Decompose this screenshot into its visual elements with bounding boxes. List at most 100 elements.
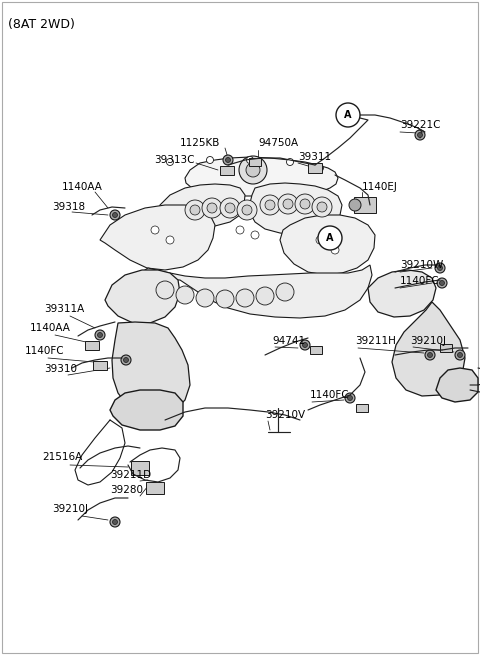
Circle shape bbox=[97, 333, 103, 337]
Text: 1140AA: 1140AA bbox=[62, 182, 103, 192]
Circle shape bbox=[300, 340, 310, 350]
Circle shape bbox=[251, 231, 259, 239]
Text: 21516A: 21516A bbox=[42, 452, 82, 462]
Bar bbox=[440, 344, 452, 352]
Circle shape bbox=[151, 226, 159, 234]
Circle shape bbox=[287, 159, 293, 166]
Circle shape bbox=[435, 263, 445, 273]
Text: 94741: 94741 bbox=[272, 336, 305, 346]
Polygon shape bbox=[112, 322, 190, 413]
Text: A: A bbox=[344, 110, 352, 120]
Circle shape bbox=[440, 280, 444, 286]
Circle shape bbox=[123, 358, 129, 362]
Circle shape bbox=[95, 330, 105, 340]
Circle shape bbox=[239, 156, 267, 184]
Polygon shape bbox=[280, 215, 375, 275]
Circle shape bbox=[418, 132, 422, 138]
Text: 39310: 39310 bbox=[44, 364, 77, 374]
Circle shape bbox=[121, 355, 131, 365]
Circle shape bbox=[246, 163, 260, 177]
Circle shape bbox=[236, 289, 254, 307]
Text: 1140AA: 1140AA bbox=[30, 323, 71, 333]
Circle shape bbox=[318, 226, 342, 250]
Text: 39311A: 39311A bbox=[44, 304, 84, 314]
Circle shape bbox=[226, 157, 230, 162]
Circle shape bbox=[317, 202, 327, 212]
Polygon shape bbox=[436, 368, 478, 402]
Circle shape bbox=[312, 197, 332, 217]
Circle shape bbox=[428, 352, 432, 358]
Bar bbox=[131, 461, 149, 475]
Text: 1140FC: 1140FC bbox=[25, 346, 65, 356]
Polygon shape bbox=[155, 184, 245, 227]
Text: 1125KB: 1125KB bbox=[180, 138, 220, 148]
Circle shape bbox=[331, 246, 339, 254]
Circle shape bbox=[278, 194, 298, 214]
Circle shape bbox=[202, 198, 222, 218]
Text: 1140FC: 1140FC bbox=[400, 276, 440, 286]
Circle shape bbox=[247, 157, 253, 164]
Circle shape bbox=[237, 200, 257, 220]
Text: 39221C: 39221C bbox=[400, 120, 441, 130]
Circle shape bbox=[196, 289, 214, 307]
Text: 39211H: 39211H bbox=[355, 336, 396, 346]
Circle shape bbox=[265, 200, 275, 210]
Polygon shape bbox=[185, 157, 338, 196]
Bar bbox=[354, 197, 376, 213]
Circle shape bbox=[425, 350, 435, 360]
Circle shape bbox=[156, 281, 174, 299]
Circle shape bbox=[457, 352, 463, 358]
Bar bbox=[85, 341, 99, 350]
Text: 39313C: 39313C bbox=[155, 155, 195, 165]
Polygon shape bbox=[392, 302, 465, 396]
Text: 1140EJ: 1140EJ bbox=[362, 182, 398, 192]
Bar bbox=[249, 158, 261, 166]
Polygon shape bbox=[110, 390, 183, 430]
Bar bbox=[146, 482, 164, 494]
Circle shape bbox=[295, 194, 315, 214]
Circle shape bbox=[110, 517, 120, 527]
Circle shape bbox=[176, 286, 194, 304]
Text: 39210J: 39210J bbox=[410, 336, 446, 346]
Bar bbox=[356, 404, 368, 412]
Text: 39211D: 39211D bbox=[110, 470, 151, 480]
Circle shape bbox=[345, 393, 355, 403]
Circle shape bbox=[166, 236, 174, 244]
Polygon shape bbox=[250, 183, 342, 235]
Circle shape bbox=[349, 199, 361, 211]
Circle shape bbox=[225, 203, 235, 213]
Text: 39280: 39280 bbox=[110, 485, 143, 495]
Circle shape bbox=[316, 236, 324, 244]
Circle shape bbox=[260, 195, 280, 215]
Circle shape bbox=[336, 103, 360, 127]
Circle shape bbox=[455, 350, 465, 360]
Circle shape bbox=[276, 283, 294, 301]
Text: 1140FC: 1140FC bbox=[310, 390, 349, 400]
Circle shape bbox=[300, 199, 310, 209]
Circle shape bbox=[223, 155, 233, 165]
Circle shape bbox=[112, 212, 118, 217]
Text: 39210V: 39210V bbox=[265, 410, 305, 420]
Circle shape bbox=[437, 265, 443, 271]
Circle shape bbox=[112, 519, 118, 525]
Circle shape bbox=[437, 278, 447, 288]
Text: (8AT 2WD): (8AT 2WD) bbox=[8, 18, 75, 31]
Text: 39210J: 39210J bbox=[52, 504, 88, 514]
Bar bbox=[220, 166, 234, 174]
Circle shape bbox=[415, 130, 425, 140]
Circle shape bbox=[206, 157, 214, 164]
Circle shape bbox=[167, 159, 173, 166]
Text: 94750A: 94750A bbox=[258, 138, 298, 148]
Bar bbox=[310, 346, 322, 354]
Text: 39318: 39318 bbox=[52, 202, 85, 212]
Text: A: A bbox=[326, 233, 334, 243]
Circle shape bbox=[216, 290, 234, 308]
Circle shape bbox=[316, 164, 324, 172]
Circle shape bbox=[185, 200, 205, 220]
Polygon shape bbox=[105, 270, 180, 323]
Circle shape bbox=[283, 199, 293, 209]
Circle shape bbox=[256, 287, 274, 305]
Text: 39210W: 39210W bbox=[400, 260, 443, 270]
Polygon shape bbox=[100, 205, 215, 270]
Polygon shape bbox=[368, 270, 436, 317]
